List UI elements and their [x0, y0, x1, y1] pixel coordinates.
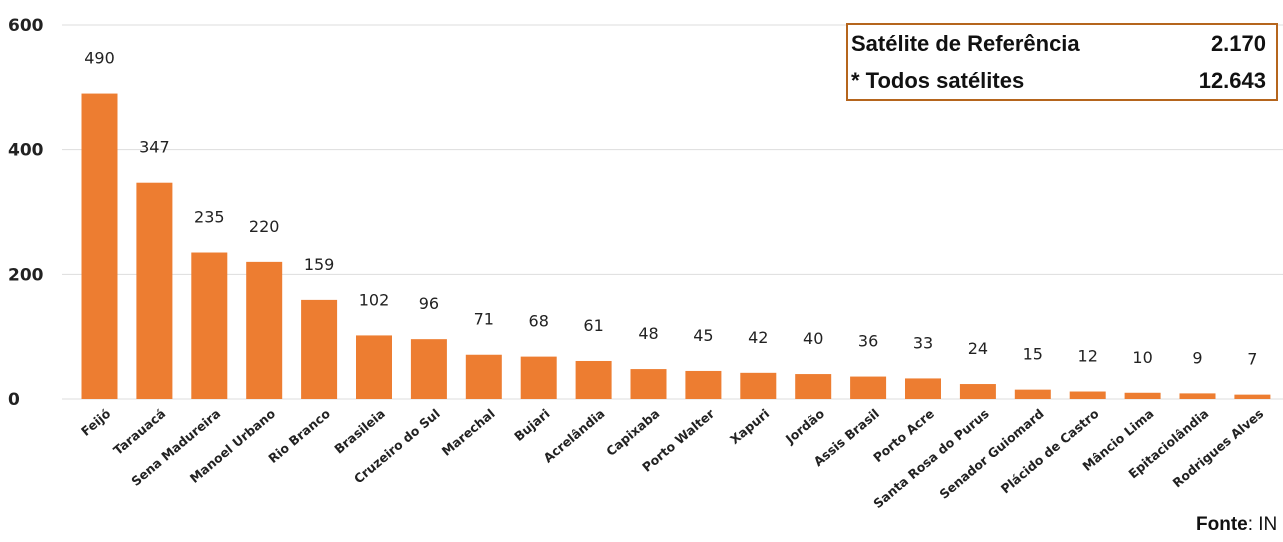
bar — [191, 252, 228, 399]
data-label: 347 — [139, 138, 170, 157]
data-label: 490 — [84, 49, 115, 68]
source-note: Fonte: IN — [1196, 514, 1277, 536]
category-label: Jordão — [782, 406, 827, 448]
source-text: : IN — [1247, 514, 1278, 535]
bar — [740, 372, 777, 399]
data-label: 68 — [529, 312, 549, 331]
data-label: 96 — [419, 294, 439, 313]
bar — [1179, 393, 1216, 399]
y-axis-ticks: 0 200 400 600 — [8, 16, 44, 410]
bar — [410, 339, 447, 399]
category-label: Marechal — [439, 406, 498, 459]
bar — [1014, 389, 1051, 399]
data-label: 48 — [638, 324, 658, 343]
data-label: 102 — [359, 290, 390, 309]
bar — [356, 335, 392, 399]
bar — [685, 370, 722, 399]
legend-row-reference: Satélite de Referência 2.170 — [848, 27, 1276, 63]
data-label: 24 — [968, 339, 988, 358]
y-tick-label: 600 — [8, 16, 44, 36]
data-label: 33 — [913, 333, 933, 352]
bar — [795, 374, 832, 399]
category-label: Feijó — [78, 406, 114, 439]
category-label: Rodrigues Alves — [1170, 406, 1267, 491]
data-label: 220 — [249, 217, 280, 236]
bar — [959, 384, 996, 399]
bar — [520, 356, 557, 399]
data-label: 12 — [1078, 347, 1098, 366]
data-label: 71 — [474, 310, 494, 329]
data-label: 61 — [583, 316, 603, 335]
y-tick-label: 400 — [8, 141, 44, 161]
category-label: Plácido de Castro — [998, 406, 1102, 497]
bar — [301, 299, 338, 399]
source-label: Fonte — [1196, 514, 1248, 535]
bar — [905, 378, 941, 399]
data-label: 42 — [748, 328, 768, 347]
bar — [246, 261, 283, 399]
bar — [1124, 392, 1161, 399]
data-label: 7 — [1247, 350, 1257, 369]
bar — [850, 376, 887, 399]
bar — [465, 354, 502, 399]
data-label: 10 — [1132, 348, 1152, 367]
bar — [136, 182, 173, 399]
totals-legend-box: Satélite de Referência 2.170 * Todos sat… — [846, 23, 1278, 101]
data-label: 45 — [693, 326, 713, 345]
data-label: 36 — [858, 332, 878, 351]
y-tick-label: 0 — [8, 390, 20, 410]
bar — [1069, 391, 1106, 399]
data-label: 40 — [803, 329, 823, 348]
data-label: 15 — [1023, 345, 1043, 364]
data-label: 235 — [194, 208, 225, 227]
legend-label-all: * Todos satélites — [851, 68, 1025, 93]
bar — [81, 93, 118, 400]
data-label: 9 — [1192, 348, 1202, 367]
bar — [1234, 394, 1271, 399]
legend-label-reference: Satélite de Referência — [851, 31, 1080, 56]
legend-row-all: * Todos satélites 12.643 — [848, 64, 1276, 100]
category-label: Bujari — [511, 406, 553, 444]
category-label: Senador Guiomard — [936, 406, 1046, 502]
data-label: 159 — [304, 255, 335, 274]
category-label: Brasileia — [331, 406, 388, 457]
legend-value-reference: 2.170 — [1210, 31, 1266, 56]
bar — [630, 369, 667, 399]
bars — [81, 93, 1271, 400]
bar — [575, 360, 612, 399]
y-tick-label: 200 — [8, 265, 44, 285]
legend-value-all: 12.643 — [1198, 68, 1266, 93]
category-label: Xapuri — [727, 406, 772, 447]
